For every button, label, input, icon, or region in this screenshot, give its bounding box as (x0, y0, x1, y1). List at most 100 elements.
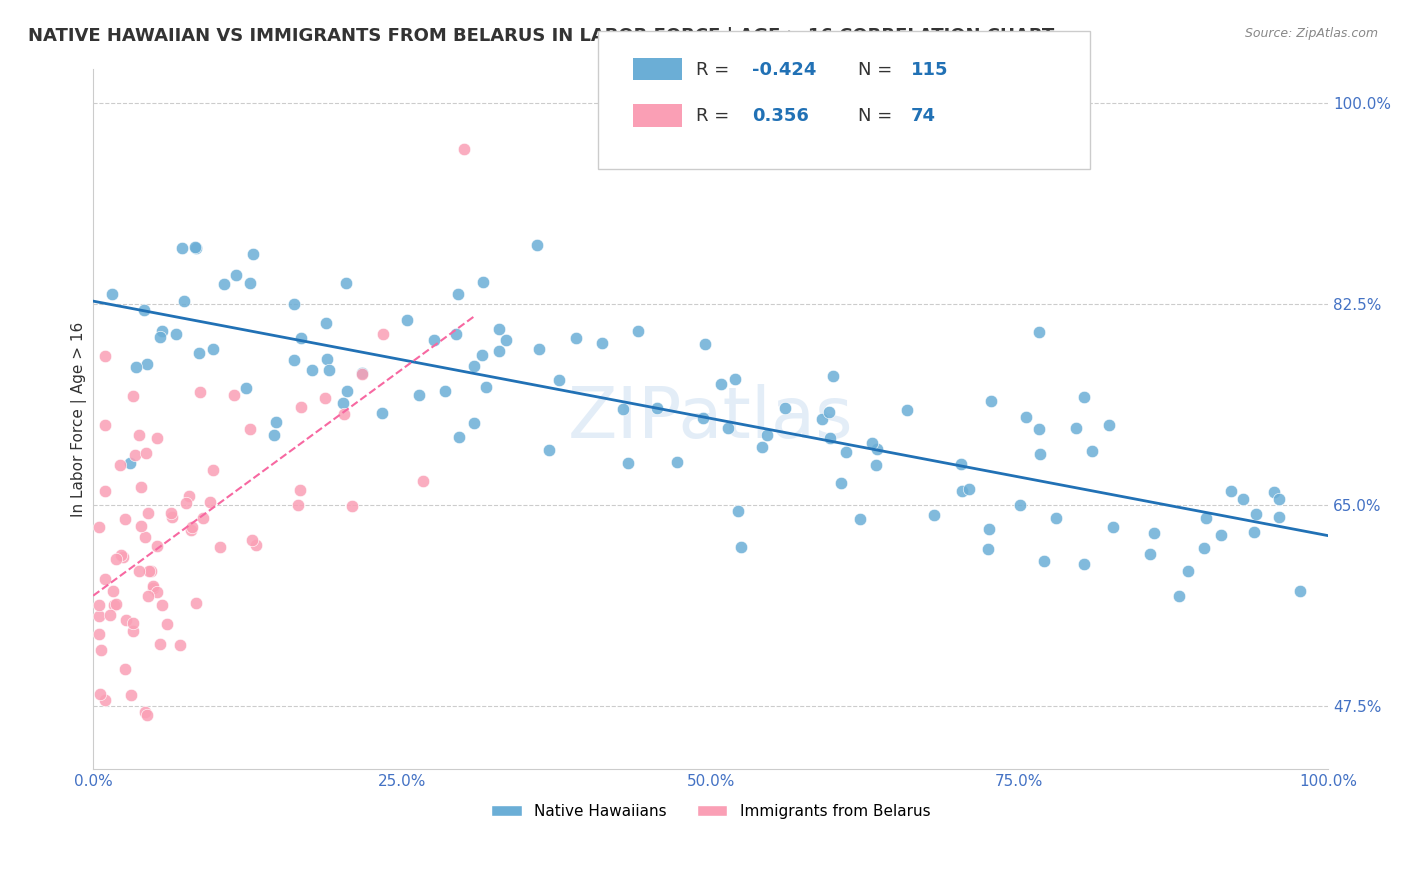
Point (94, 693, 117, 707)
Point (471, 348, 494, 362)
Point (332, 396, 354, 410)
Point (949, 457, 972, 471)
Point (865, 458, 887, 472)
Point (1268, 510, 1291, 524)
Point (283, 297, 305, 311)
Point (239, 422, 262, 436)
Point (591, 336, 613, 351)
Point (264, 415, 287, 429)
Point (666, 455, 689, 469)
Point (222, 387, 245, 401)
Point (136, 506, 159, 520)
Point (773, 401, 796, 416)
Point (184, 242, 207, 256)
Point (547, 373, 569, 387)
Point (134, 530, 156, 544)
Point (198, 495, 221, 509)
Point (371, 406, 394, 420)
Text: 115: 115 (911, 61, 949, 78)
Point (129, 480, 152, 494)
Point (1268, 492, 1291, 507)
Point (150, 324, 173, 338)
Point (449, 430, 471, 444)
Point (94, 349, 117, 363)
Point (526, 237, 548, 252)
Point (957, 483, 980, 497)
Point (114, 662, 136, 676)
Point (120, 688, 142, 702)
Point (1032, 553, 1054, 567)
Point (1081, 444, 1104, 458)
Point (315, 316, 337, 330)
Point (101, 286, 124, 301)
Point (1073, 390, 1095, 404)
Point (129, 519, 152, 533)
Point (647, 401, 669, 416)
Point (412, 474, 434, 488)
Point (318, 363, 340, 377)
Point (1232, 491, 1254, 506)
Point (225, 268, 247, 282)
Point (149, 636, 172, 650)
Point (977, 542, 1000, 557)
Point (174, 496, 197, 510)
Point (159, 506, 181, 520)
Point (1102, 519, 1125, 533)
Point (114, 512, 136, 526)
Point (1045, 510, 1067, 524)
Point (134, 705, 156, 719)
Point (290, 483, 312, 498)
Point (165, 326, 187, 341)
Point (1139, 548, 1161, 562)
Point (444, 326, 467, 341)
Point (423, 333, 446, 347)
Point (89, 599, 111, 613)
Point (495, 333, 517, 347)
Text: R =: R = (696, 61, 735, 78)
Point (124, 448, 146, 462)
Point (142, 579, 165, 593)
Point (463, 359, 485, 373)
Point (283, 353, 305, 368)
Point (447, 287, 470, 301)
Point (122, 624, 145, 638)
Point (94, 483, 117, 498)
Point (408, 388, 430, 402)
Text: -0.424: -0.424 (752, 61, 817, 78)
Point (173, 294, 195, 309)
Point (242, 246, 264, 260)
Point (212, 277, 235, 292)
Point (187, 346, 209, 360)
Point (111, 550, 134, 565)
Point (122, 615, 145, 630)
Point (90, 643, 112, 657)
Point (717, 421, 740, 435)
Point (811, 412, 834, 426)
Point (1211, 527, 1233, 541)
Point (1028, 325, 1050, 339)
Point (617, 456, 640, 470)
Point (896, 403, 918, 417)
Point (141, 564, 163, 578)
Point (89, 609, 111, 624)
Point (184, 596, 207, 610)
Point (108, 458, 131, 472)
Point (146, 539, 169, 553)
Point (1029, 447, 1052, 461)
Point (191, 511, 214, 525)
Point (537, 442, 560, 457)
Point (453, 142, 475, 156)
Point (121, 388, 143, 402)
Point (835, 445, 858, 459)
Point (1263, 484, 1285, 499)
Point (263, 427, 285, 442)
Point (132, 303, 155, 318)
Point (488, 344, 510, 359)
Point (290, 331, 312, 345)
Point (1066, 421, 1088, 435)
Point (335, 276, 357, 290)
Point (316, 351, 339, 366)
Point (724, 372, 747, 386)
Point (952, 484, 974, 499)
Point (98, 608, 121, 623)
